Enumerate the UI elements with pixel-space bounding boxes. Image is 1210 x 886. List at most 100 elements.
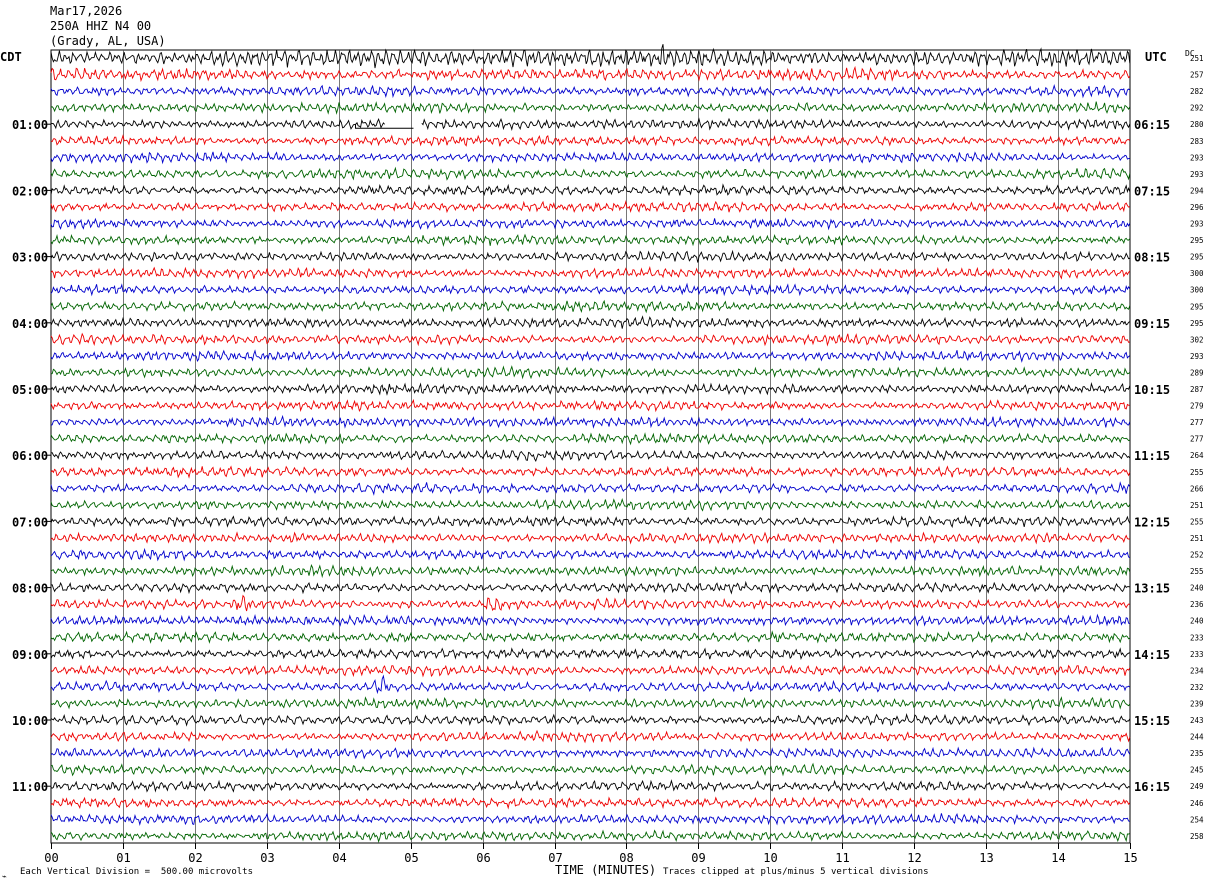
dc-offset-label: 283 (1190, 137, 1204, 146)
cdt-time-label: 01:00 (12, 118, 48, 132)
x-tick-label: 02 (188, 851, 202, 865)
trace-43 (50, 762, 1131, 777)
trace-6 (50, 151, 1130, 165)
utc-time-label: 13:15 (1134, 582, 1170, 596)
x-tick-label: 14 (1051, 851, 1065, 865)
x-tick-label: 12 (907, 851, 921, 865)
dc-offset-label: 266 (1190, 484, 1204, 493)
dc-offset-label: 251 (1190, 54, 1204, 63)
x-tick-label: 05 (404, 851, 418, 865)
x-tick-label: 01 (116, 851, 130, 865)
dc-offset-label: 234 (1190, 666, 1204, 675)
x-tick-label: 10 (763, 851, 777, 865)
dc-offset-label: 233 (1190, 633, 1204, 642)
trace-20 (50, 382, 1131, 396)
dc-offset-label: 243 (1190, 716, 1204, 725)
trace-16 (50, 315, 1131, 329)
dc-offset-label: 295 (1190, 302, 1204, 311)
trace-21 (50, 398, 1130, 413)
dc-offset-label: 300 (1190, 286, 1204, 295)
trace-9 (50, 200, 1130, 214)
dc-offset-label: 246 (1190, 799, 1204, 808)
dc-offset-label: 295 (1190, 236, 1204, 245)
utc-time-label: 09:15 (1134, 317, 1170, 331)
trace-31 (50, 564, 1131, 579)
dc-offset-label: 280 (1190, 120, 1204, 129)
trace-32 (50, 580, 1130, 595)
x-tick-label: 00 (44, 851, 58, 865)
scale-note: Each Vertical Division = 500.00 microvol… (20, 867, 253, 877)
header-station: 250A HHZ N4 00 (50, 19, 152, 33)
trace-29 (50, 531, 1130, 545)
cdt-time-label: 05:00 (12, 383, 48, 397)
cdt-time-label: 03:00 (12, 251, 48, 265)
dc-offset-label: 277 (1190, 418, 1204, 427)
utc-time-label: 11:15 (1134, 449, 1170, 463)
utc-time-label: 15:15 (1134, 714, 1170, 728)
trace-22 (50, 414, 1131, 429)
trace-25 (50, 465, 1131, 479)
trace-0 (50, 44, 1131, 69)
dc-offset-label: 255 (1190, 567, 1204, 576)
cdt-time-label: 06:00 (12, 449, 48, 463)
dc-offset-label: 254 (1190, 815, 1204, 824)
cdt-axis-title: CDT (0, 50, 22, 64)
trace-8 (50, 183, 1131, 197)
trace-30 (50, 547, 1130, 562)
x-tick-label: 09 (691, 851, 705, 865)
trace-2 (50, 83, 1131, 99)
trace-44 (50, 779, 1131, 793)
dc-offset-label: 251 (1190, 501, 1204, 510)
dc-offset-label: 244 (1190, 733, 1204, 742)
dc-offset-label: 294 (1190, 186, 1204, 195)
trace-36 (50, 647, 1130, 661)
trace-19 (50, 365, 1131, 380)
dc-offset-label: 240 (1190, 584, 1204, 593)
trace-34 (50, 613, 1130, 627)
cdt-time-label: 02:00 (12, 184, 48, 198)
cdt-time-label: 10:00 (12, 714, 48, 728)
trace-41 (50, 729, 1131, 744)
dc-offset-label: 235 (1190, 749, 1204, 758)
trace-42 (50, 746, 1131, 760)
trace-4 (50, 117, 1131, 131)
dc-offset-label: 293 (1190, 153, 1204, 162)
dc-offset-label: 279 (1190, 402, 1204, 411)
trace-27 (50, 498, 1131, 512)
data-gap-marker (354, 124, 414, 129)
dc-offset-label: 233 (1190, 650, 1204, 659)
x-tick-label: 03 (260, 851, 274, 865)
trace-13 (50, 265, 1131, 281)
trace-26 (50, 481, 1131, 496)
dc-offset-label: 264 (1190, 451, 1204, 460)
trace-38 (50, 674, 1131, 695)
dc-offset-label: 292 (1190, 104, 1204, 113)
dc-offset-label: 258 (1190, 832, 1204, 841)
cdt-time-label: 11:00 (12, 780, 48, 794)
cdt-time-label: 08:00 (12, 582, 48, 596)
trace-47 (50, 829, 1130, 843)
logo-mark: ⌁ (2, 872, 7, 881)
dc-offset-label: 282 (1190, 87, 1204, 96)
dc-offset-label: 245 (1190, 766, 1204, 775)
dc-offset-label: 251 (1190, 534, 1204, 543)
trace-35 (50, 630, 1131, 644)
x-tick-label: 13 (979, 851, 993, 865)
x-tick-label: 08 (619, 851, 633, 865)
trace-7 (50, 166, 1131, 181)
dc-offset-label: 300 (1190, 269, 1204, 278)
x-tick-label: 15 (1123, 851, 1137, 865)
x-tick-label: 04 (332, 851, 346, 865)
utc-time-label: 06:15 (1134, 118, 1170, 132)
utc-time-label: 16:15 (1134, 780, 1170, 794)
trace-23 (50, 432, 1130, 446)
trace-46 (50, 812, 1130, 827)
dc-column-title: DC (1185, 49, 1195, 58)
trace-5 (50, 134, 1131, 147)
utc-axis-title: UTC (1145, 50, 1167, 64)
trace-17 (50, 332, 1130, 347)
x-tick-label: 06 (476, 851, 490, 865)
trace-24 (50, 449, 1131, 462)
dc-offset-label: 289 (1190, 368, 1204, 377)
